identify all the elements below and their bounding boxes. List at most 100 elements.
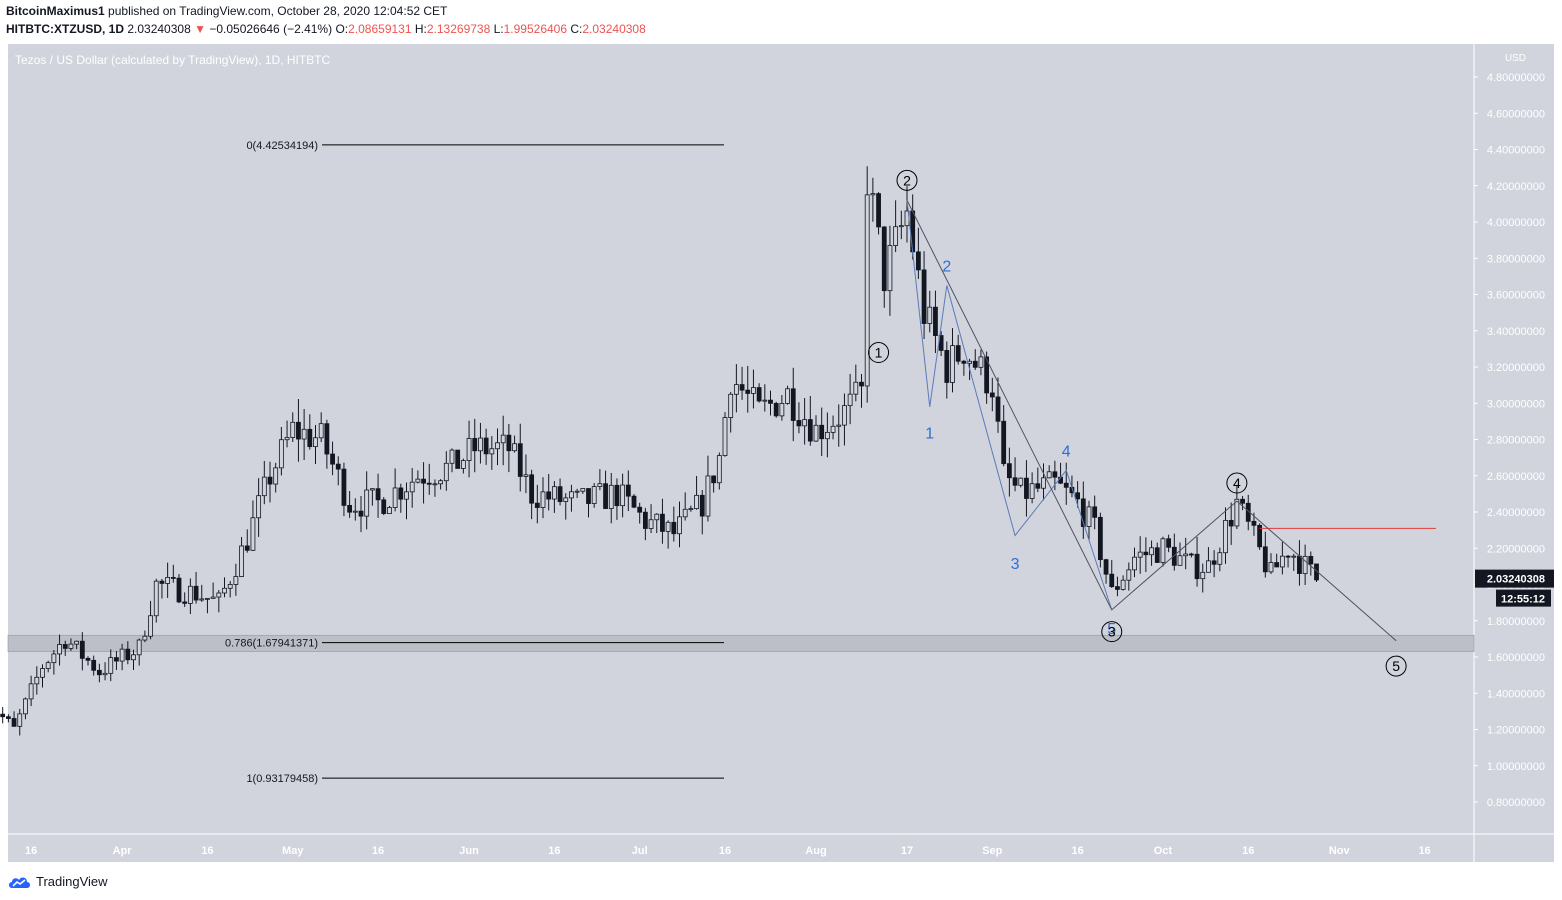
candle xyxy=(665,520,671,549)
candle xyxy=(1160,536,1166,567)
candle-body xyxy=(256,495,262,519)
candle-body xyxy=(199,598,205,601)
candle xyxy=(28,675,34,707)
candle-body xyxy=(364,489,370,517)
candle xyxy=(438,479,444,490)
candle xyxy=(551,481,557,513)
candle xyxy=(648,504,654,533)
candle-body xyxy=(802,419,808,427)
candle-body xyxy=(1080,498,1086,527)
candle-body xyxy=(637,506,643,513)
y-tick-label: 1.20000000 xyxy=(1487,725,1545,737)
x-tick-label: 17 xyxy=(901,845,913,857)
candle xyxy=(449,448,455,473)
candle-body xyxy=(1109,573,1115,588)
candle xyxy=(301,408,307,461)
candle xyxy=(307,414,313,450)
candle xyxy=(785,385,790,405)
candle-body xyxy=(853,381,859,395)
candle xyxy=(330,441,335,476)
candle-body xyxy=(591,486,597,504)
candle-body xyxy=(375,488,381,501)
y-tick-label: 4.80000000 xyxy=(1487,72,1545,84)
candle-body xyxy=(1120,579,1126,590)
candle xyxy=(660,498,665,544)
candle xyxy=(1285,554,1291,568)
candle xyxy=(847,373,853,425)
candle xyxy=(915,227,921,279)
candle xyxy=(233,563,239,596)
candle-body xyxy=(995,396,1001,422)
candle xyxy=(1035,467,1041,493)
candle xyxy=(642,507,648,541)
candle-body xyxy=(1012,477,1018,486)
candle-body xyxy=(705,475,711,517)
candle xyxy=(1149,540,1154,566)
candle-body xyxy=(324,423,330,455)
fib-level-label: 1(0.93179458) xyxy=(246,773,318,785)
author-name[interactable]: BitcoinMaximus1 xyxy=(6,4,105,18)
candle xyxy=(1001,405,1007,467)
candle-body xyxy=(739,384,745,391)
candle xyxy=(352,498,358,521)
candle-body xyxy=(11,718,17,727)
candle-body xyxy=(239,545,244,577)
candle-body xyxy=(1262,546,1268,573)
y-tick-label: 1.00000000 xyxy=(1487,761,1545,773)
tradingview-logo[interactable]: TradingView xyxy=(8,874,108,889)
candle xyxy=(415,470,421,484)
candle xyxy=(170,564,176,583)
candle-body xyxy=(887,245,893,292)
candle-body xyxy=(404,491,409,500)
candle xyxy=(176,574,182,604)
candle-body xyxy=(102,672,108,676)
candle-body xyxy=(398,487,404,500)
candle-body xyxy=(785,388,790,404)
candle-body xyxy=(1097,516,1103,561)
candle-body xyxy=(28,683,34,700)
candle xyxy=(699,490,705,535)
price-change: −0.05026646 (−2.41%) xyxy=(209,22,333,36)
candle-body xyxy=(1200,571,1206,580)
y-tick-label: 2.80000000 xyxy=(1487,435,1545,447)
candle xyxy=(57,634,62,666)
candle xyxy=(239,536,244,578)
candle-body xyxy=(387,507,392,514)
candle-body xyxy=(876,193,881,228)
wave-circle-number: 4 xyxy=(1233,475,1241,491)
candle xyxy=(1109,560,1115,588)
candle-body xyxy=(807,419,813,442)
candle-body xyxy=(756,387,762,402)
candle-body xyxy=(381,499,387,514)
candle xyxy=(529,469,535,520)
candle xyxy=(392,468,398,512)
candle-body xyxy=(796,420,802,427)
candle xyxy=(654,513,660,534)
candle xyxy=(335,456,341,486)
candle xyxy=(341,462,347,517)
y-tick-label: 4.20000000 xyxy=(1487,181,1545,193)
candle-body xyxy=(0,713,6,718)
wave-circle xyxy=(868,342,890,363)
candle-body xyxy=(1052,471,1058,478)
candle-body xyxy=(1234,498,1240,527)
candle-body xyxy=(642,511,648,529)
candle xyxy=(40,664,45,688)
candle xyxy=(23,697,28,720)
candle-body xyxy=(1092,506,1098,518)
candle xyxy=(165,562,171,598)
candle xyxy=(460,458,466,474)
candle xyxy=(751,369,756,409)
candle-body xyxy=(1029,483,1035,499)
candle xyxy=(1097,512,1103,568)
candle-body xyxy=(1279,555,1285,568)
candle xyxy=(989,377,995,412)
chart-canvas[interactable]: Tezos / US Dollar (calculated by Trading… xyxy=(0,0,1562,870)
candle xyxy=(250,500,256,551)
candle xyxy=(1234,484,1240,530)
candle xyxy=(893,200,899,253)
candle xyxy=(830,415,836,440)
candle xyxy=(91,655,97,676)
candle-body xyxy=(1257,524,1263,548)
candle-body xyxy=(529,474,535,504)
